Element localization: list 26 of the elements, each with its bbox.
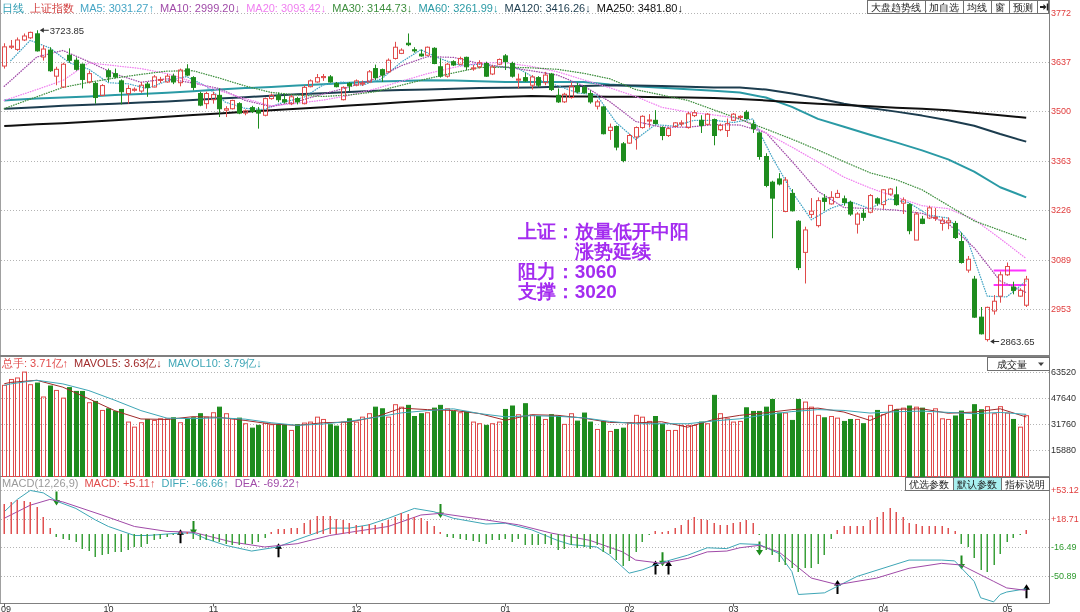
annotation: 优选参数 <box>909 478 949 490</box>
text: 支撑：3020 <box>517 281 617 303</box>
annotation: 加自选 <box>929 1 959 13</box>
header: 日线 上证指数 MA5: 3031.27↑ MA10: 2999.20↓ MA20: 3093.42↓ MA30: 3144.73↓ MA60: 3261.99↓ MA120: 3416.26↓ MA250: 3481.80↓ <box>2 2 683 14</box>
text: 涨势延续 <box>574 241 651 263</box>
header: MACD(12,26,9) MACD: +5.11↑ DIFF: -66.66↑ DEA: -69.22↑ <box>2 476 301 489</box>
annotation: 预测 <box>1013 1 1033 13</box>
annotation: 窗 <box>995 1 1005 13</box>
annotation: 默认参数 <box>956 478 997 490</box>
header: 总手: 3.71亿↑ MAVOL5: 3.63亿↓ MAVOL10: 3.79亿↓ <box>2 356 262 369</box>
x-tick-label: 10 <box>103 603 114 612</box>
x-tick-label: 03 <box>728 603 739 612</box>
x-tick-label: 12 <box>351 603 362 612</box>
annotation: 大盘趋势线 <box>871 1 921 13</box>
x-tick-label: 05 <box>1002 603 1013 612</box>
annotation: 指标说明 <box>1004 478 1045 490</box>
x-tick-label: 02 <box>624 603 635 612</box>
x-tick-label: 01 <box>500 603 511 612</box>
x-tick-label: 04 <box>878 603 889 612</box>
annotation: 均线 <box>966 1 987 13</box>
text: 上证：放量低开中阳 <box>517 221 689 243</box>
controls: 成交量 <box>987 357 1050 371</box>
x-tick-label: 11 <box>208 603 219 612</box>
annotation: 成交量 <box>997 358 1027 370</box>
x-tick-label: 09 <box>1 603 12 612</box>
text: 阻力：3060 <box>517 261 617 283</box>
